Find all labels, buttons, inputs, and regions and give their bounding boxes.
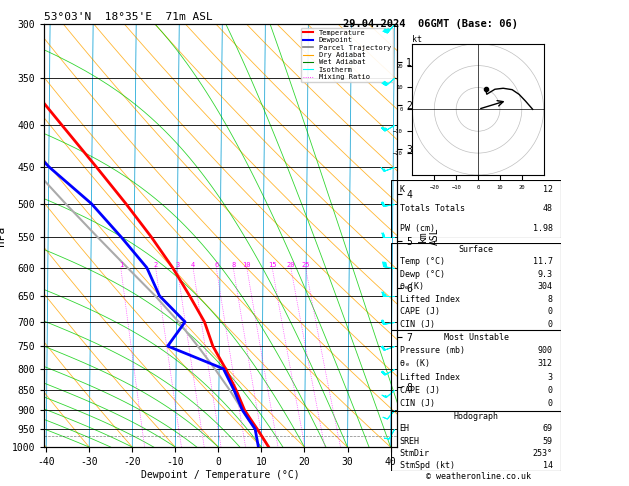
Text: 900: 900 (538, 346, 553, 355)
Text: 11.7: 11.7 (533, 257, 553, 266)
Text: CIN (J): CIN (J) (400, 320, 435, 329)
Text: 3: 3 (175, 262, 179, 268)
Text: Temp (°C): Temp (°C) (400, 257, 445, 266)
Y-axis label: hPa: hPa (0, 226, 6, 246)
Text: 3: 3 (548, 373, 553, 382)
Text: 4: 4 (191, 262, 195, 268)
Y-axis label: km
ASL: km ASL (418, 227, 440, 244)
Text: StmSpd (kt): StmSpd (kt) (400, 461, 455, 470)
Text: Lifted Index: Lifted Index (400, 373, 460, 382)
Text: 9.3: 9.3 (538, 270, 553, 279)
Text: K: K (400, 185, 404, 194)
Text: 20: 20 (287, 262, 295, 268)
Text: 2: 2 (153, 262, 158, 268)
Text: StmDir: StmDir (400, 449, 430, 458)
Text: Pressure (mb): Pressure (mb) (400, 346, 465, 355)
Legend: Temperature, Dewpoint, Parcel Trajectory, Dry Adiabat, Wet Adiabat, Isotherm, Mi: Temperature, Dewpoint, Parcel Trajectory… (301, 28, 393, 82)
Text: 0: 0 (548, 399, 553, 409)
Text: Hodograph: Hodograph (454, 412, 499, 421)
Text: CIN (J): CIN (J) (400, 399, 435, 409)
Text: Totals Totals: Totals Totals (400, 205, 465, 213)
Text: Most Unstable: Most Unstable (443, 332, 509, 342)
Text: 8: 8 (548, 295, 553, 304)
Text: 10: 10 (243, 262, 251, 268)
Text: 53°03'N  18°35'E  71m ASL: 53°03'N 18°35'E 71m ASL (44, 12, 213, 22)
Text: 1.98: 1.98 (533, 224, 553, 233)
Text: θₑ(K): θₑ(K) (400, 282, 425, 291)
Text: kt: kt (413, 35, 423, 44)
Text: 6: 6 (214, 262, 218, 268)
Text: © weatheronline.co.uk: © weatheronline.co.uk (426, 472, 530, 481)
Text: 0: 0 (548, 386, 553, 395)
Text: 12: 12 (543, 185, 553, 194)
Text: PW (cm): PW (cm) (400, 224, 435, 233)
Text: 25: 25 (301, 262, 310, 268)
Text: SREH: SREH (400, 436, 420, 446)
Text: Dewp (°C): Dewp (°C) (400, 270, 445, 279)
Text: 1: 1 (119, 262, 123, 268)
Text: EH: EH (400, 424, 409, 434)
Text: 15: 15 (268, 262, 277, 268)
Text: 48: 48 (543, 205, 553, 213)
Text: 14: 14 (543, 461, 553, 470)
Text: CAPE (J): CAPE (J) (400, 307, 440, 316)
Text: 69: 69 (543, 424, 553, 434)
Text: Lifted Index: Lifted Index (400, 295, 460, 304)
Text: 29.04.2024  06GMT (Base: 06): 29.04.2024 06GMT (Base: 06) (343, 19, 518, 30)
Text: 312: 312 (538, 359, 553, 368)
Text: CAPE (J): CAPE (J) (400, 386, 440, 395)
Text: 304: 304 (538, 282, 553, 291)
Text: 0: 0 (548, 307, 553, 316)
Text: 8: 8 (231, 262, 235, 268)
X-axis label: Dewpoint / Temperature (°C): Dewpoint / Temperature (°C) (141, 469, 299, 480)
Text: Surface: Surface (459, 245, 494, 254)
Text: 59: 59 (543, 436, 553, 446)
Text: 253°: 253° (533, 449, 553, 458)
Text: θₑ (K): θₑ (K) (400, 359, 430, 368)
Text: 0: 0 (548, 320, 553, 329)
